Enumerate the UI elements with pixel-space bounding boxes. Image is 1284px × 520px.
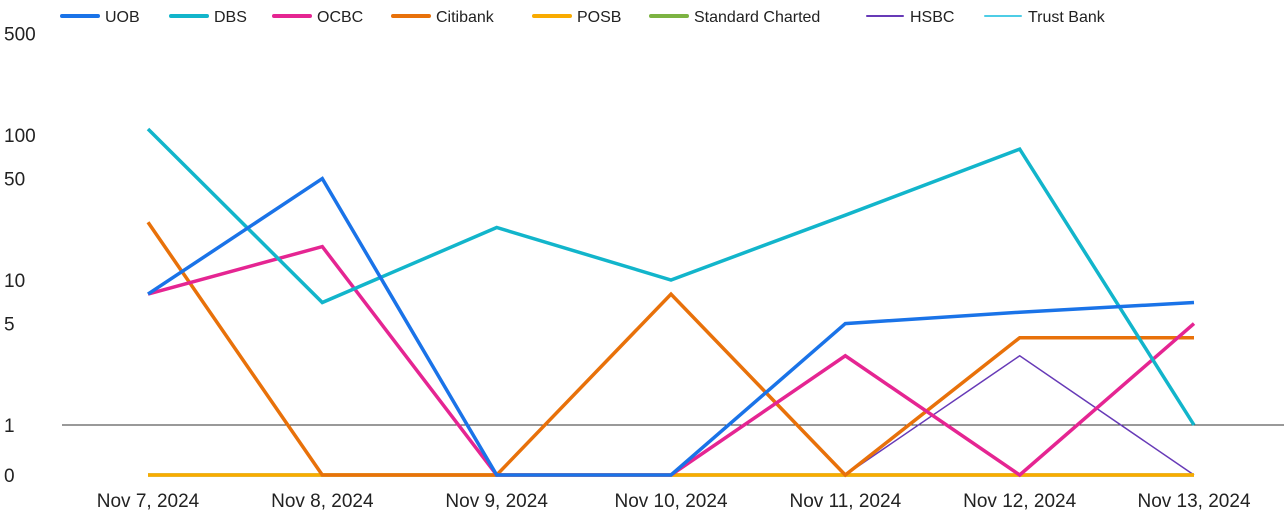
legend-item-hsbc[interactable]: HSBC [866, 9, 954, 26]
y-tick-label: 0 [4, 466, 15, 487]
x-tick-label: Nov 13, 2024 [1137, 491, 1250, 512]
series-line-hsbc [148, 354, 1195, 476]
legend-item-standard-charted[interactable]: Standard Charted [649, 9, 820, 26]
legend-item-dbs[interactable]: DBS [169, 9, 247, 26]
y-axis: 0 1 5 10 50 100 500 [4, 25, 36, 487]
y-tick-label: 50 [4, 170, 25, 191]
y-tick-label: 5 [4, 315, 15, 336]
legend-item-uob[interactable]: UOB [60, 9, 140, 26]
x-tick-label: Nov 10, 2024 [614, 491, 727, 512]
x-axis: Nov 7, 2024 Nov 8, 2024 Nov 9, 2024 Nov 10,… [97, 491, 1251, 512]
legend-label: UOB [105, 9, 140, 26]
x-tick-label: Nov 7, 2024 [97, 491, 200, 512]
series-lines [146, 127, 1196, 478]
series-line-uob [147, 176, 1195, 477]
legend-item-posb[interactable]: POSB [532, 9, 621, 26]
legend-item-trust-bank[interactable]: Trust Bank [984, 9, 1106, 26]
y-tick-label: 100 [4, 126, 36, 147]
legend-label: POSB [577, 9, 621, 26]
legend-label: Trust Bank [1028, 9, 1106, 26]
legend-label: Standard Charted [694, 9, 820, 26]
x-tick-label: Nov 12, 2024 [963, 491, 1076, 512]
y-tick-label: 10 [4, 271, 25, 292]
legend-label: DBS [214, 9, 247, 26]
x-tick-label: Nov 8, 2024 [271, 491, 374, 512]
legend-label: OCBC [317, 9, 363, 26]
legend-label: Citibank [436, 9, 495, 26]
legend-label: HSBC [910, 9, 954, 26]
legend-item-ocbc[interactable]: OCBC [272, 9, 363, 26]
x-tick-label: Nov 9, 2024 [445, 491, 548, 512]
x-tick-label: Nov 11, 2024 [790, 491, 902, 512]
y-tick-label: 1 [4, 416, 15, 437]
legend: UOB DBS OCBC Citibank POSB Standard Charted HS… [60, 9, 1106, 26]
series-line-citibank [146, 221, 1194, 478]
series-line-dbs [146, 127, 1196, 426]
legend-item-citibank[interactable]: Citibank [391, 9, 495, 26]
y-tick-label: 500 [4, 25, 36, 46]
